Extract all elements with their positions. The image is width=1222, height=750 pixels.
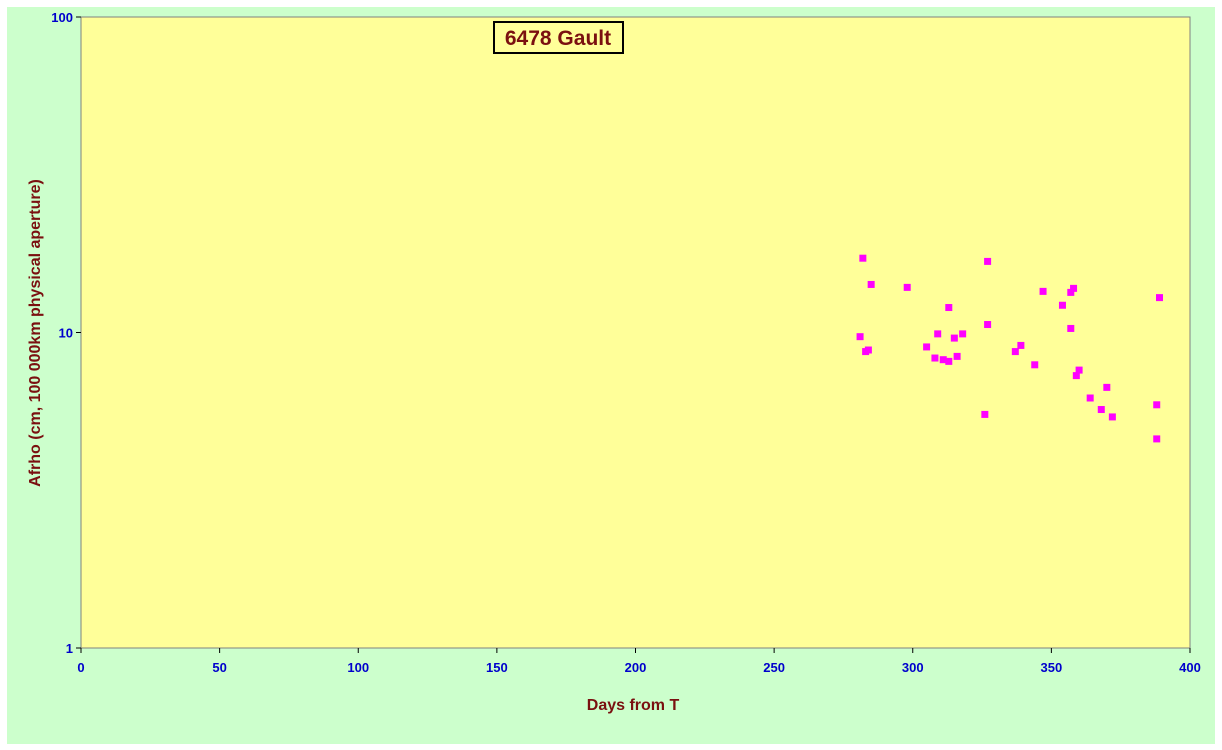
x-tick-label: 300 — [902, 660, 924, 675]
x-tick-label: 350 — [1041, 660, 1063, 675]
data-point — [950, 334, 958, 342]
x-tick-label: 150 — [486, 660, 508, 675]
data-point — [945, 304, 953, 312]
data-point — [1011, 348, 1019, 356]
data-point — [934, 330, 942, 338]
data-point — [1070, 284, 1078, 292]
data-point — [1039, 287, 1047, 295]
y-axis-ticks: 1 10 100 — [51, 10, 81, 656]
data-point — [981, 410, 989, 418]
y-axis-title: Afrho (cm, 100 000km physical aperture) — [27, 179, 44, 487]
y-tick-label: 100 — [51, 10, 73, 25]
x-tick-label: 250 — [763, 660, 785, 675]
data-point — [984, 257, 992, 265]
data-point — [1108, 413, 1116, 421]
data-point — [1031, 361, 1039, 369]
data-point — [984, 321, 992, 329]
data-point — [1072, 372, 1080, 380]
x-tick-label: 50 — [212, 660, 226, 675]
x-axis-ticks: 0 50 100 150 200 250 300 350 400 — [77, 648, 1201, 675]
y-tick-label: 1 — [66, 641, 73, 656]
chart-title: 6478 Gault — [505, 27, 611, 50]
data-point — [1067, 324, 1075, 332]
data-point — [1075, 366, 1083, 374]
data-point — [859, 254, 867, 262]
x-tick-label: 400 — [1179, 660, 1201, 675]
chart-svg: 1 10 100 0 50 100 150 200 250 300 350 400 Afrho (c… — [27, 10, 1201, 714]
data-point — [1086, 394, 1094, 402]
x-tick-label: 100 — [347, 660, 369, 675]
chart-area: 1 10 100 0 50 100 150 200 250 300 350 400 Afrho (c… — [7, 7, 1215, 744]
data-point — [1103, 383, 1111, 391]
data-point — [931, 354, 939, 362]
data-point — [1153, 401, 1161, 409]
x-axis-title: Days from T — [587, 697, 680, 714]
y-tick-label: 10 — [59, 326, 73, 341]
data-point — [1067, 288, 1075, 296]
data-point — [903, 283, 911, 291]
data-point — [939, 356, 947, 364]
plot-area — [80, 16, 1191, 649]
data-point — [864, 346, 872, 354]
data-point — [867, 280, 875, 288]
title-box: 6478 Gault — [493, 21, 624, 54]
data-point — [953, 352, 961, 360]
data-point — [945, 357, 953, 365]
data-point — [1017, 341, 1025, 349]
data-point — [1097, 406, 1105, 414]
data-points — [856, 254, 1164, 443]
data-point — [1058, 301, 1066, 309]
data-point — [1153, 435, 1161, 443]
data-point — [856, 333, 864, 341]
x-tick-label: 200 — [625, 660, 647, 675]
data-point — [923, 343, 931, 351]
data-point — [959, 330, 967, 338]
x-tick-label: 0 — [77, 660, 84, 675]
data-point — [1156, 294, 1164, 302]
